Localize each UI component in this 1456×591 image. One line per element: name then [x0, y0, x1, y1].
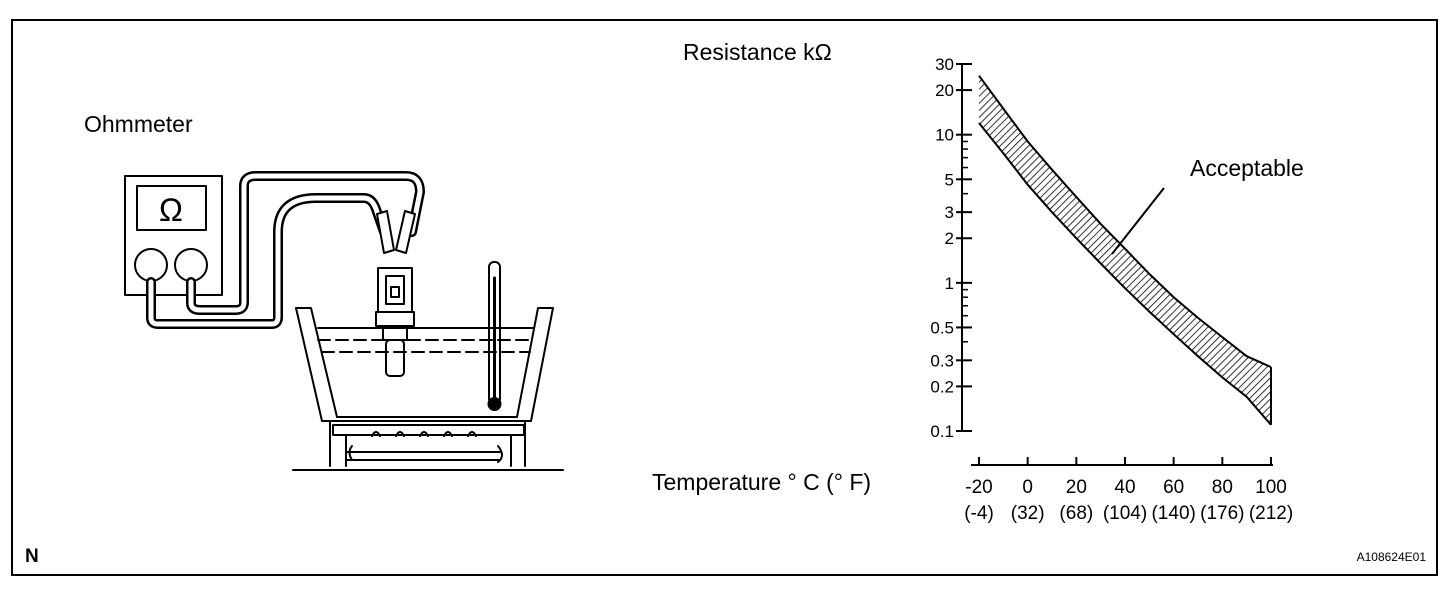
y-tick-label: 10 — [935, 126, 954, 145]
band-lower-edge — [978, 122, 1272, 426]
y-tick-label: 2 — [945, 229, 954, 248]
resistance-temperature-chart: Resistance kΩ Temperature ° C (° F) 3020… — [652, 39, 1304, 524]
x-tick-label-fahrenheit: (68) — [1059, 503, 1093, 524]
figure-frame — [11, 19, 1438, 576]
y-tick-label: 0.2 — [930, 377, 954, 396]
x-axis-title: Temperature ° C (° F) — [652, 469, 871, 495]
x-tick-label-celsius: 100 — [1255, 477, 1287, 498]
x-tick-label-fahrenheit: (176) — [1200, 503, 1244, 524]
x-tick-label-celsius: 40 — [1114, 477, 1135, 498]
x-tick-label-celsius: 80 — [1212, 477, 1233, 498]
thermometer-icon — [487, 261, 502, 411]
y-axis-title: Resistance kΩ — [683, 39, 832, 65]
test-setup-illustration: Ohmmeter Ω — [84, 111, 564, 471]
y-tick-label: 3 — [945, 203, 954, 222]
y-tick-label: 0.5 — [930, 318, 954, 337]
y-tick-label: 20 — [935, 81, 954, 100]
acceptable-leader-line — [1111, 187, 1165, 255]
y-tick-label: 30 — [935, 55, 954, 74]
y-tick-label: 0.1 — [930, 422, 954, 441]
y-tick-label: 0.3 — [930, 351, 954, 370]
x-tick-label-celsius: 60 — [1163, 477, 1184, 498]
probe-tips — [376, 210, 416, 254]
corner-letter: N — [25, 546, 39, 567]
probe-wires-core — [148, 173, 423, 327]
y-tick-label: 1 — [945, 274, 954, 293]
band-upper-edge — [978, 75, 1272, 369]
figure-code: A108624E01 — [1357, 550, 1427, 564]
temperature-sensor-icon — [375, 267, 415, 377]
acceptable-band-label: Acceptable — [1190, 155, 1304, 181]
acceptable-band-area — [979, 75, 1271, 425]
x-tick-label-celsius: -20 — [965, 477, 992, 498]
x-tick-label-fahrenheit: (212) — [1249, 503, 1293, 524]
x-tick-label-fahrenheit: (104) — [1103, 503, 1147, 524]
burner-icon — [292, 420, 564, 471]
water-container — [295, 307, 554, 422]
x-tick-label-fahrenheit: (-4) — [964, 503, 994, 524]
x-tick-label-celsius: 0 — [1022, 477, 1033, 498]
ohm-symbol: Ω — [159, 192, 183, 228]
y-tick-label: 5 — [945, 170, 954, 189]
x-tick-label-fahrenheit: (140) — [1151, 503, 1195, 524]
axis-layer: 30 20 10 5 3 2 1 0.5 0.3 0.2 0.1 -20 (-4) 0 (32) 20 (68)… — [930, 55, 1293, 524]
acceptable-band-layer — [978, 75, 1272, 426]
x-tick-label-celsius: 20 — [1066, 477, 1087, 498]
ohmmeter-label: Ohmmeter — [84, 111, 193, 137]
x-tick-label-fahrenheit: (32) — [1011, 503, 1045, 524]
